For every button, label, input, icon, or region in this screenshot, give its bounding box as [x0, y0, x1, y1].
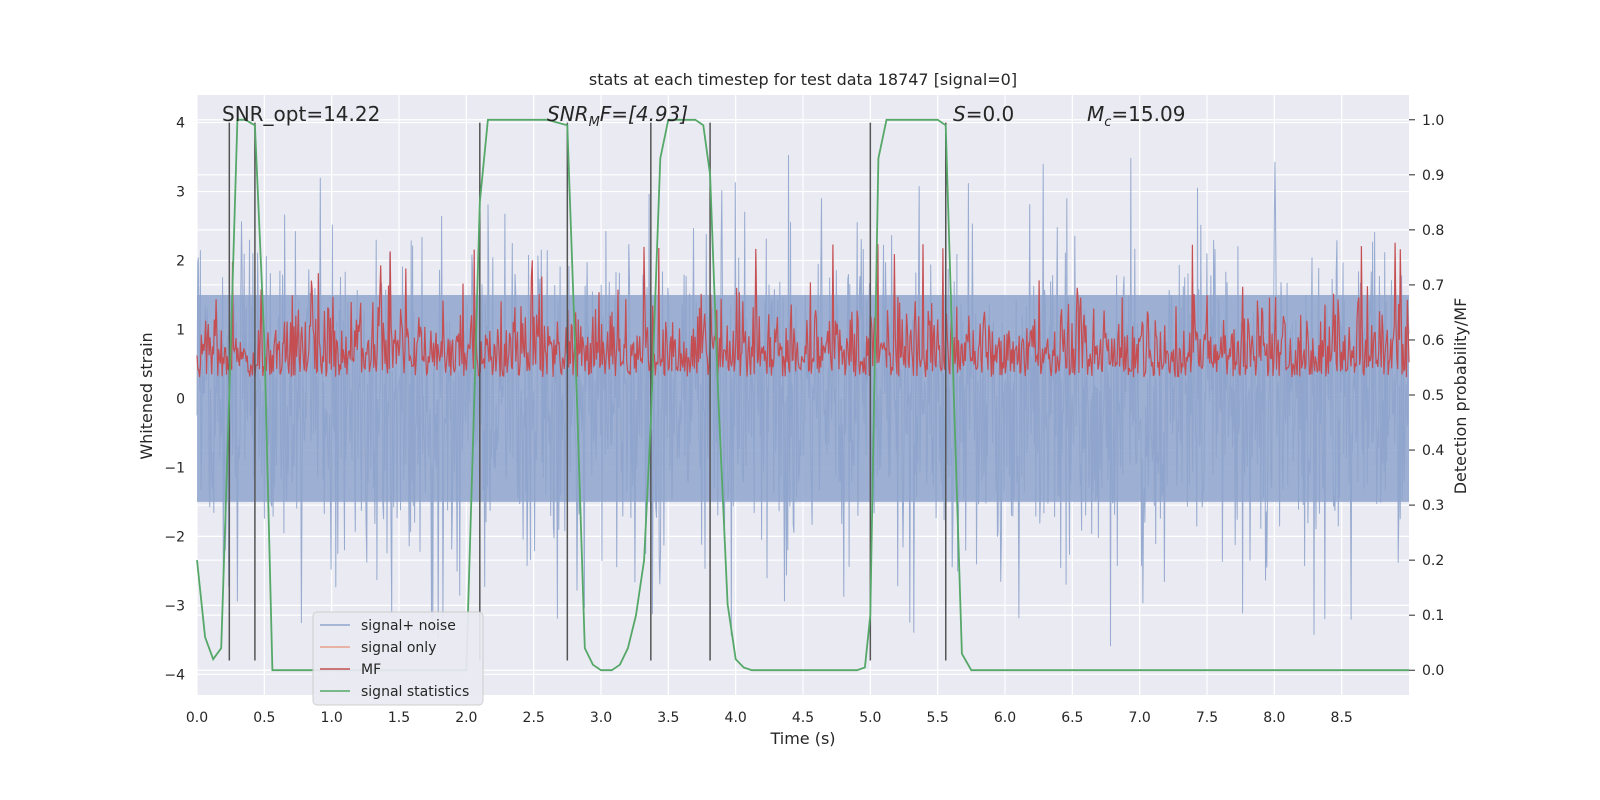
snr-mf-subscript: M: [589, 115, 600, 130]
x-tick-label-17: 8.5: [1331, 710, 1353, 726]
x-tick-label-3: 1.5: [388, 710, 410, 726]
annotation-mc: Mc=15.09: [1087, 102, 1185, 130]
mc-subscript: c: [1104, 115, 1111, 130]
y-tick-labels-left: −4 −3 −2 −1 0 1 2 3 4: [164, 116, 185, 684]
legend: signal+ noise signal only MF signal stat…: [312, 611, 484, 706]
y-axis-label-right: Detection probability/MF: [1451, 298, 1470, 495]
y-tick-label-left-4: 0: [176, 391, 185, 407]
snr-mf-symbol: SNR: [547, 102, 589, 126]
y-tick-label-right-3: 0.3: [1422, 498, 1444, 514]
x-axis-label: Time (s): [769, 729, 835, 748]
legend-label-mf: MF: [361, 662, 381, 678]
y-tick-label-right-1: 0.1: [1422, 608, 1444, 624]
x-tick-label-2: 1.0: [321, 710, 343, 726]
signal-statistics-line: [196, 118, 1409, 672]
y-tick-label-right-0: 0.0: [1422, 663, 1444, 679]
annotation-snr-mf: SNRMF=[4.93]: [547, 102, 688, 130]
mf-series: [196, 242, 1410, 378]
noise-line: [196, 154, 1410, 647]
x-tick-label-7: 3.5: [657, 710, 679, 726]
s-value: =0.0: [966, 102, 1015, 126]
legend-label-noise: signal+ noise: [361, 618, 456, 634]
legend-label-signal-only: signal only: [361, 640, 436, 656]
s-symbol: S: [953, 102, 966, 126]
y-tick-label-right-8: 0.8: [1422, 223, 1444, 239]
mc-value: =15.09: [1111, 102, 1185, 126]
y-tick-label-right-5: 0.5: [1422, 388, 1444, 404]
mc-symbol: M: [1087, 102, 1104, 126]
x-tick-label-14: 7.0: [1129, 710, 1151, 726]
x-tick-label-0: 0.0: [186, 710, 208, 726]
x-tick-label-1: 0.5: [253, 710, 275, 726]
y-tick-label-right-4: 0.4: [1422, 443, 1444, 459]
y-tick-label-left-5: 1: [176, 322, 185, 338]
x-tick-label-12: 6.0: [994, 710, 1016, 726]
x-tick-label-11: 5.5: [927, 710, 949, 726]
y-axis-label-left: Whitened strain: [137, 332, 156, 459]
x-tick-label-15: 7.5: [1196, 710, 1218, 726]
x-tick-label-10: 5.0: [859, 710, 881, 726]
x-tick-label-13: 6.5: [1061, 710, 1083, 726]
y-tick-label-left-8: 4: [176, 116, 185, 132]
annotation-s: S=0.0: [953, 102, 1014, 126]
legend-label-signal-statistics: signal statistics: [361, 684, 469, 700]
x-tick-label-8: 4.0: [725, 710, 747, 726]
y-tick-label-left-1: −3: [164, 598, 185, 614]
snr-mf-value: F=[4.93]: [600, 102, 688, 126]
x-tick-labels: 0.0 0.5 1.0 1.5 2.0 2.5 3.0 3.5 4.0 4.5 5.0 5.5 6.0 6…: [186, 710, 1353, 726]
x-tick-label-4: 2.0: [455, 710, 477, 726]
y-tick-label-right-10: 1.0: [1422, 113, 1444, 129]
y-tick-label-left-0: −4: [164, 667, 185, 683]
y-tick-label-left-3: −1: [164, 460, 185, 476]
annotation-snr-opt: SNR_opt=14.22: [222, 102, 380, 126]
signal-statistics-series: [196, 118, 1409, 672]
y-tick-label-right-9: 0.9: [1422, 168, 1444, 184]
x-tick-label-5: 2.5: [523, 710, 545, 726]
y-tick-label-right-2: 0.2: [1422, 553, 1444, 569]
y-tick-labels-right: 0.0 0.1 0.2 0.3 0.4 0.5 0.6 0.7 0.8 0.9 1.0: [1409, 113, 1444, 679]
x-tick-label-16: 8.0: [1263, 710, 1285, 726]
legend-box: [312, 611, 484, 706]
y-tick-label-left-6: 2: [176, 254, 185, 270]
x-tick-label-9: 4.5: [792, 710, 814, 726]
y-tick-label-right-6: 0.6: [1422, 333, 1444, 349]
x-tick-label-6: 3.0: [590, 710, 612, 726]
y-tick-label-left-2: −2: [164, 529, 185, 545]
y-tick-label-left-7: 3: [176, 185, 185, 201]
chart-title: stats at each timestep for test data 187…: [589, 70, 1017, 89]
mf-line: [196, 242, 1410, 378]
y-tick-label-right-7: 0.7: [1422, 278, 1444, 294]
